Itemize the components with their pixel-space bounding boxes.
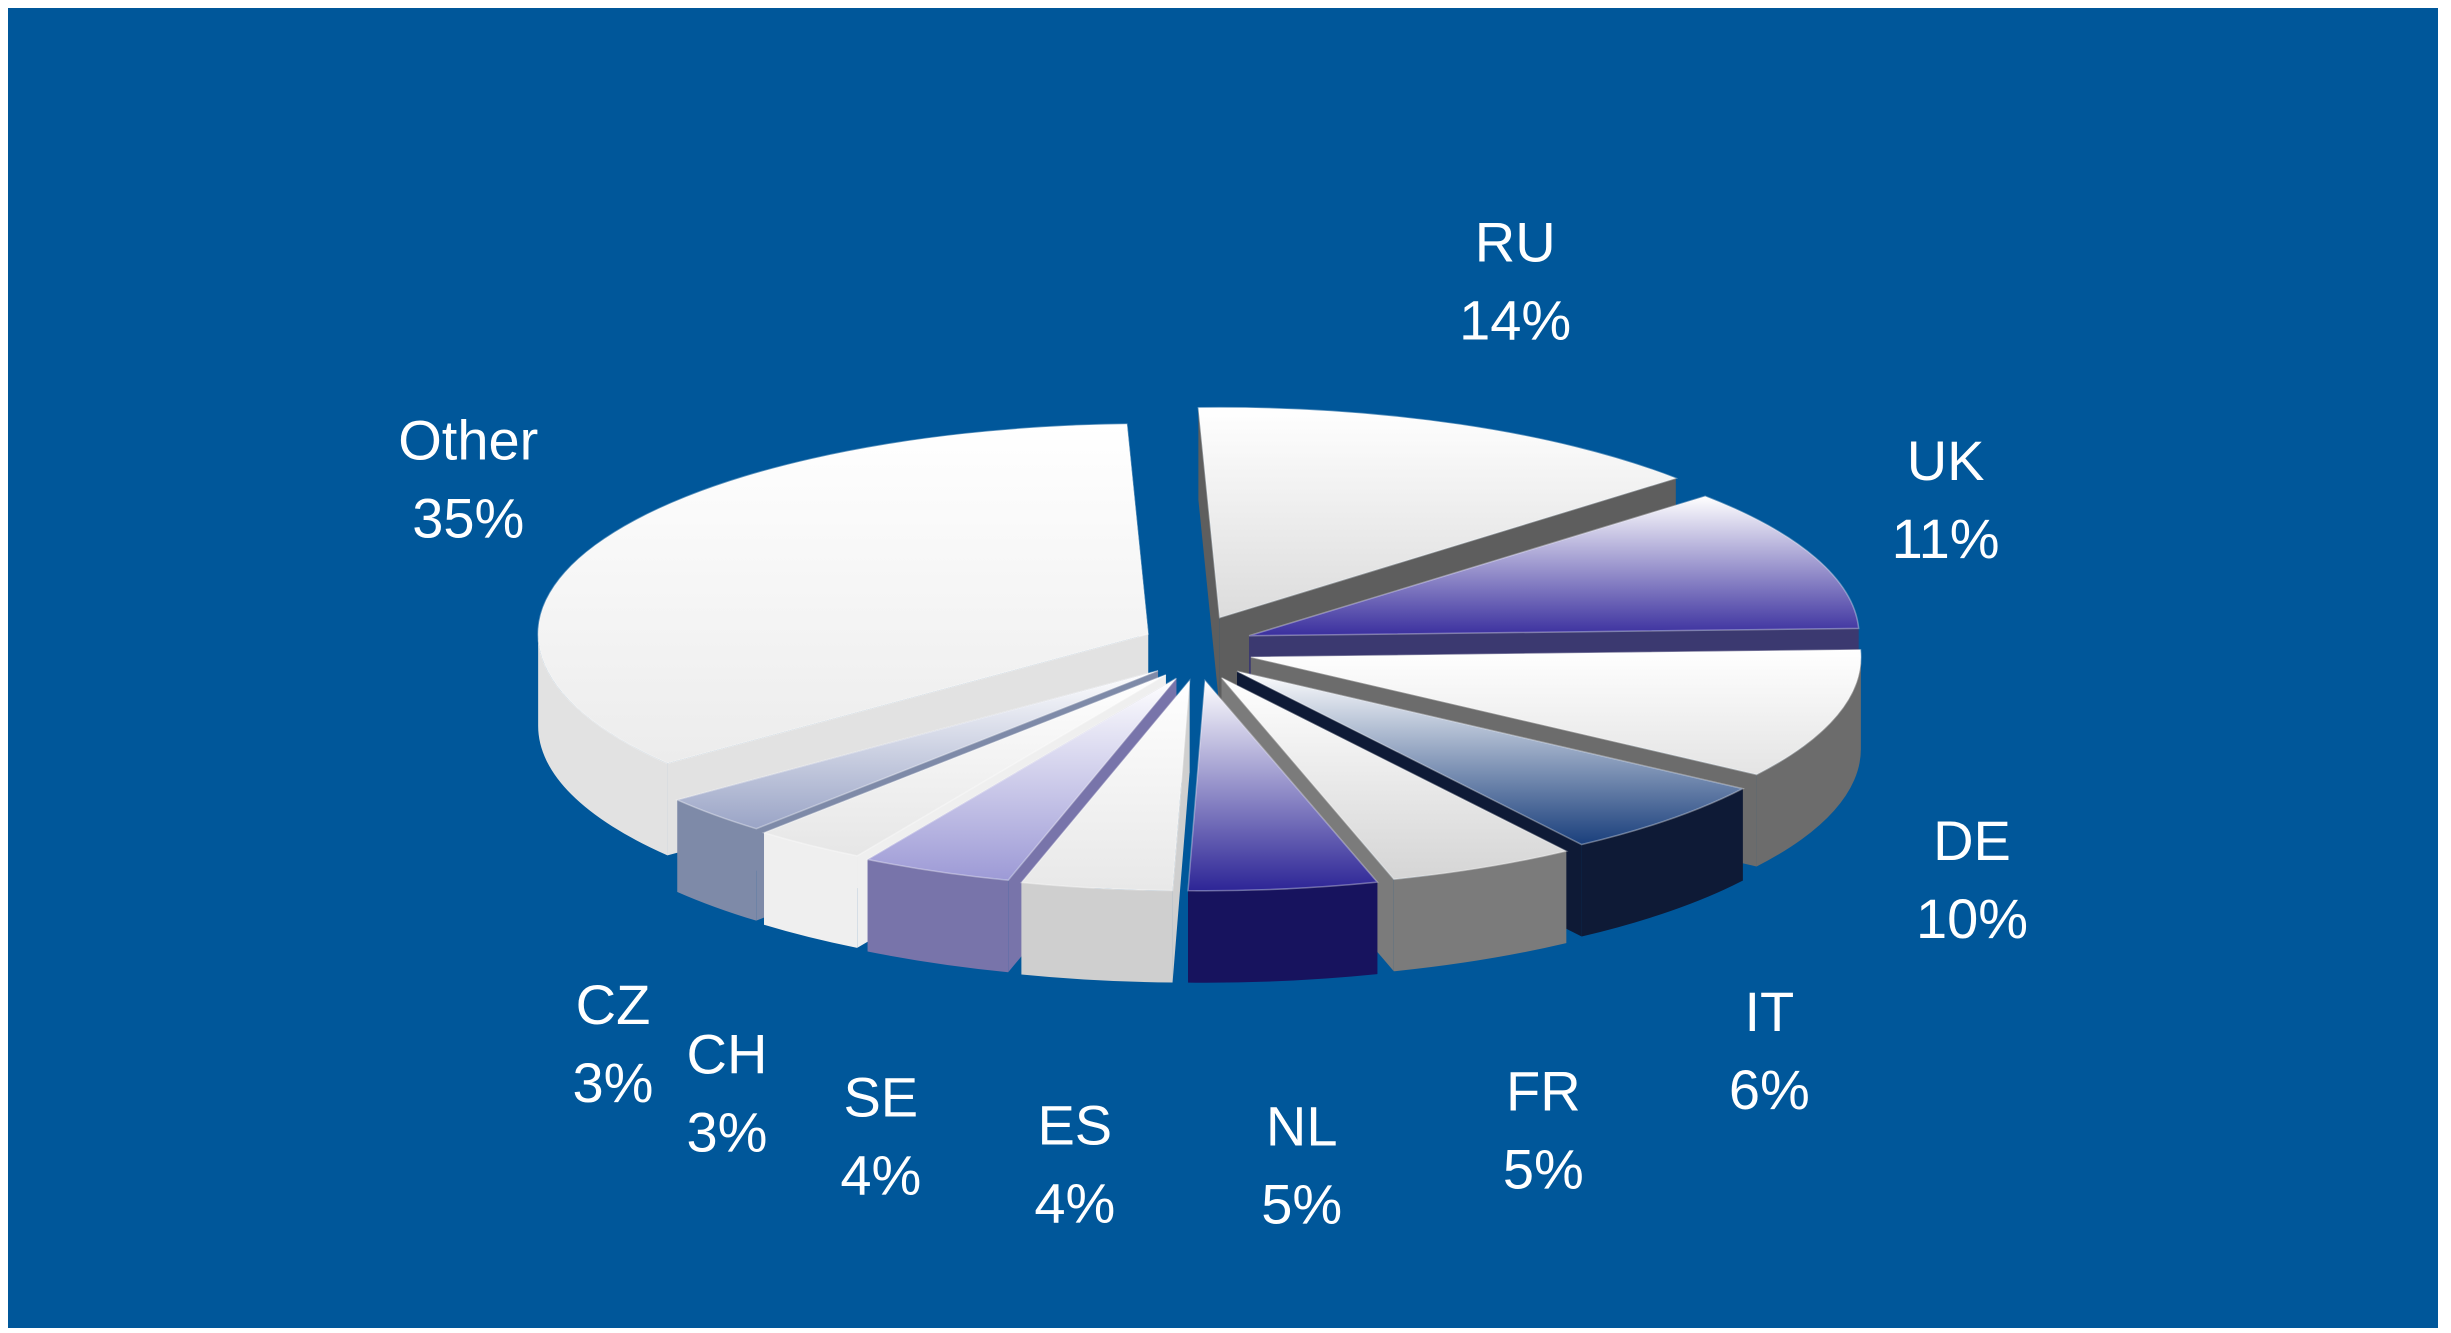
exploded-3d-pie-chart: RU14%UK11%DE10%IT6%FR5%NL5%ES4%SE4%CH3%C… — [398, 210, 2028, 1235]
pie-outer-wall-se — [867, 859, 1009, 973]
pie-slice-cz — [675, 669, 1159, 830]
slice-value-it: 6% — [1729, 1058, 1810, 1121]
pie-slice-other — [537, 423, 1149, 765]
slice-label-ru: RU 14% — [1459, 210, 1571, 351]
slice-label-it: IT 6% — [1729, 980, 1810, 1121]
pie-slice-de — [1250, 649, 1862, 776]
pie-slice-fr — [1221, 677, 1569, 881]
slice-name-other: Other — [398, 408, 538, 471]
slice-value-cz: 3% — [572, 1051, 653, 1114]
pie-slice-se — [865, 677, 1177, 881]
pie-outer-wall-de — [1756, 657, 1861, 867]
pie-slice-ch — [761, 674, 1167, 857]
pie-slice-es — [1019, 678, 1191, 892]
pie-outer-wall-it — [1581, 788, 1743, 937]
slice-value-ru: 14% — [1459, 288, 1571, 351]
chart-panel: RU 14% UK 11% DE 10% IT 6% FR 5% NL 5% ES 4% SE 4% CH 3% C… — [8, 8, 2438, 1328]
slice-value-es: 4% — [1034, 1171, 1115, 1234]
slice-name-it: IT — [1744, 980, 1794, 1043]
pie-outer-wall-cz — [677, 799, 757, 921]
slice-name-de: DE — [1933, 809, 2011, 872]
pie-wall-ch-end — [764, 674, 1166, 925]
slice-label-fr: FR 5% — [1503, 1059, 1584, 1200]
slice-value-fr: 5% — [1503, 1137, 1584, 1200]
slice-name-se: SE — [843, 1066, 918, 1129]
pie-wall-ru-start — [1198, 407, 1220, 710]
pie-slice-it — [1236, 670, 1745, 846]
slice-name-uk: UK — [1907, 429, 1985, 492]
pie-sides — [537, 406, 1862, 983]
slice-name-cz: CZ — [576, 973, 651, 1036]
pie-slice-ru — [1197, 406, 1679, 619]
slice-label-de: DE 10% — [1916, 809, 2028, 950]
slice-value-de: 10% — [1916, 887, 2028, 950]
pie-outer-wall-nl — [1188, 882, 1378, 983]
slice-label-nl: NL 5% — [1261, 1095, 1342, 1236]
pie-slice-uk — [1248, 495, 1860, 637]
pie-labels: RU14%UK11%DE10%IT6%FR5%NL5%ES4%SE4%CH3%C… — [398, 210, 2028, 1235]
slice-label-cz: CZ 3% — [572, 973, 653, 1114]
pie-outer-wall-es — [1021, 882, 1173, 983]
pie-side-nl — [1187, 678, 1379, 983]
slice-label-se: SE 4% — [840, 1066, 921, 1207]
pie-outer-wall-other — [538, 634, 668, 856]
pie-side-es — [1019, 678, 1191, 983]
slice-name-es: ES — [1037, 1093, 1112, 1156]
slice-label-uk: UK 11% — [1892, 429, 2000, 570]
slice-value-se: 4% — [840, 1144, 921, 1207]
slice-label-ch: CH 3% — [687, 1023, 768, 1164]
slice-label-es: ES 4% — [1034, 1093, 1115, 1234]
slice-value-nl: 5% — [1261, 1173, 1342, 1236]
slice-value-other: 35% — [412, 486, 524, 549]
slice-name-nl: NL — [1266, 1095, 1338, 1158]
slice-name-ch: CH — [687, 1023, 768, 1086]
slice-name-fr: FR — [1506, 1059, 1581, 1122]
slice-value-ch: 3% — [687, 1101, 768, 1164]
slice-name-ru: RU — [1475, 210, 1556, 273]
slice-label-other: Other 35% — [398, 408, 538, 549]
slice-value-uk: 11% — [1892, 507, 2000, 570]
pie-outer-wall-fr — [1393, 851, 1567, 972]
pie-slice-nl — [1187, 678, 1379, 892]
pie-outer-wall-ch — [764, 832, 858, 948]
